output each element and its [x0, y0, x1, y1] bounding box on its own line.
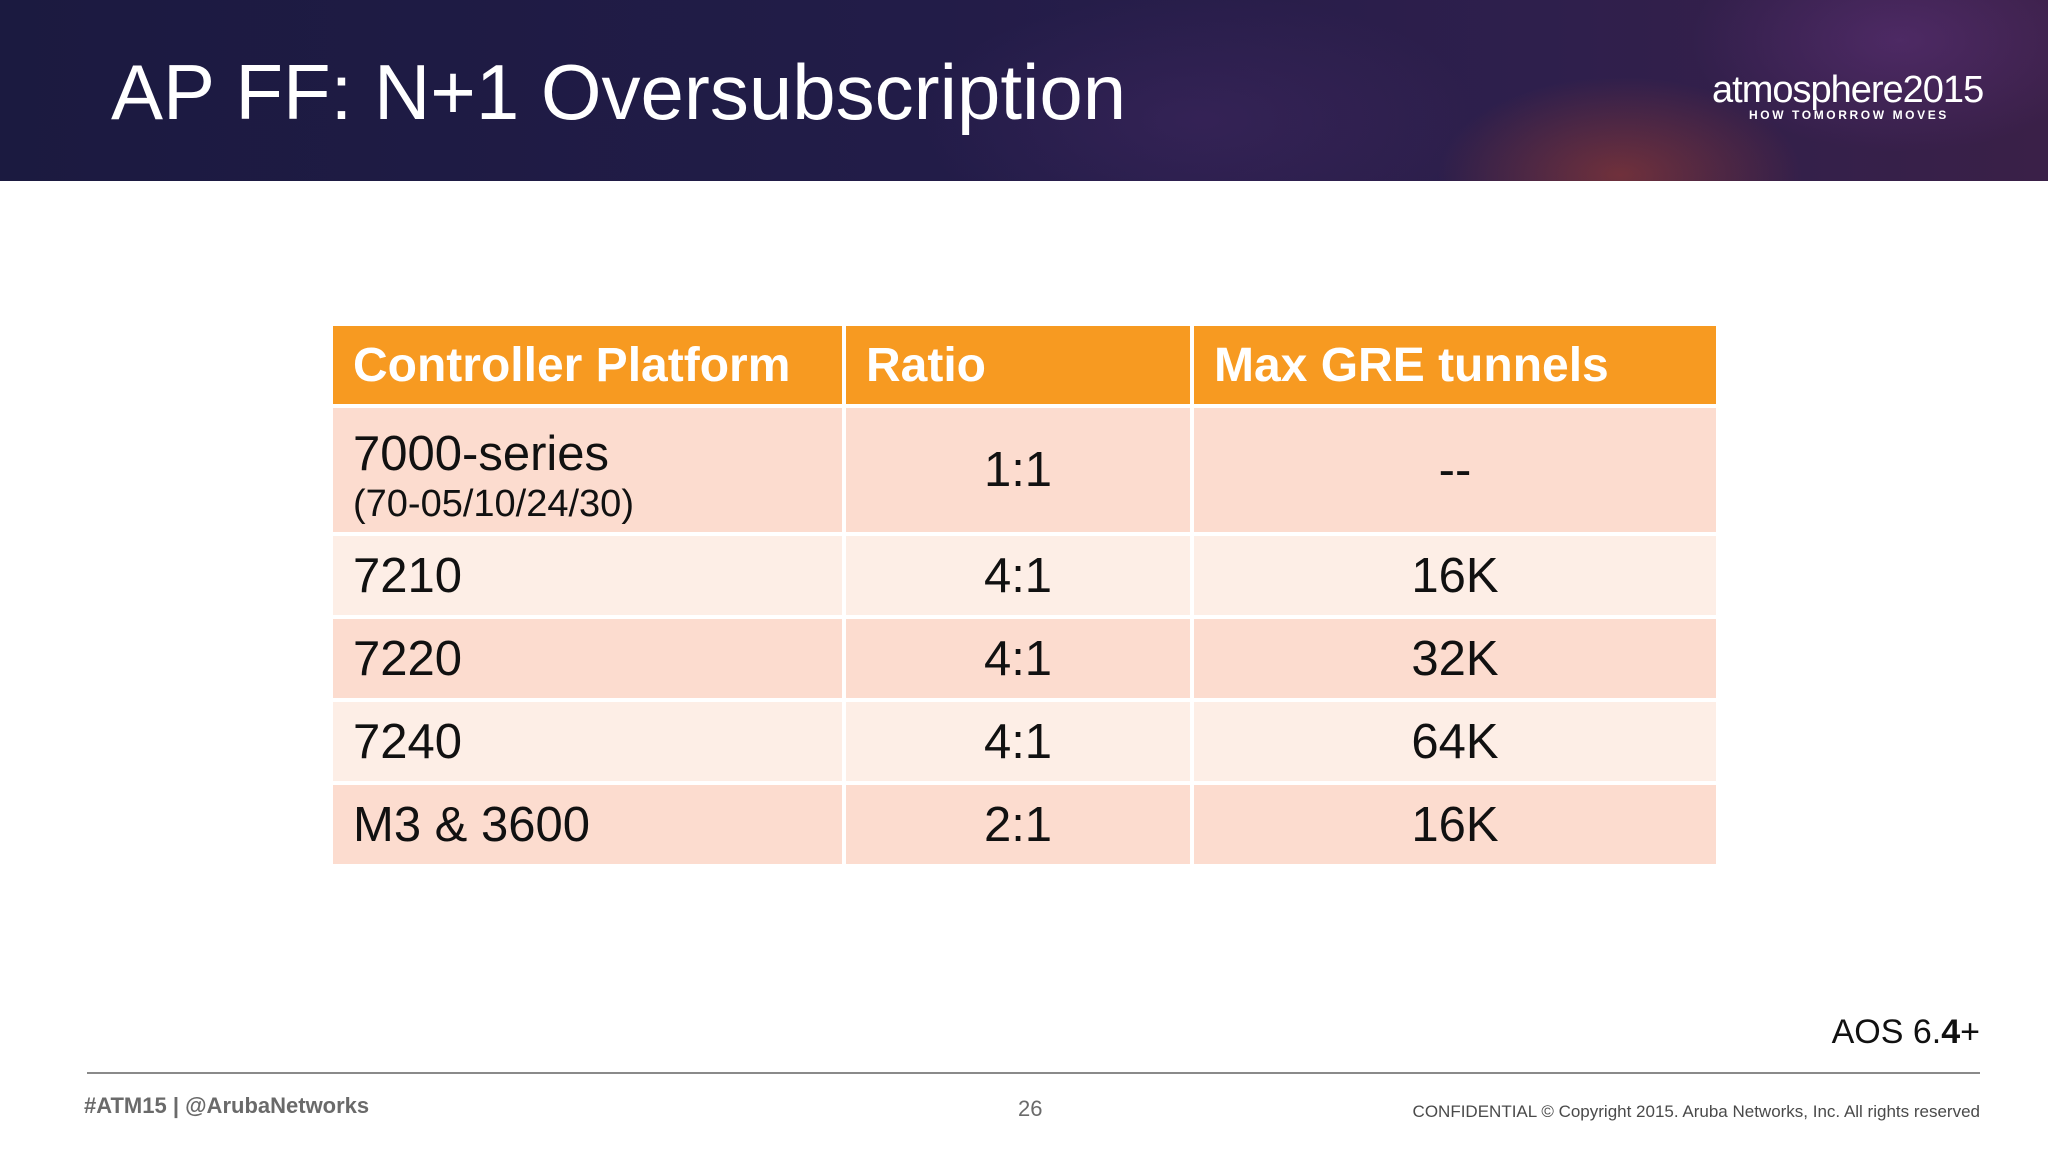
ratio-cell: 4:1	[846, 536, 1190, 615]
column-header-ratio: Ratio	[846, 326, 1190, 404]
table-row: M3 & 3600 2:1 16K	[333, 785, 1716, 864]
ratio-cell: 4:1	[846, 619, 1190, 698]
footer-hashtag: #ATM15 | @ArubaNetworks	[84, 1093, 370, 1118]
platform-cell: 7240	[333, 702, 842, 781]
slide-title: AP FF: N+1 Oversubscription	[111, 48, 1127, 136]
slide-header: AP FF: N+1 Oversubscription atmosphere20…	[0, 0, 2048, 181]
max-gre-cell: 16K	[1194, 785, 1716, 864]
platform-cell: 7210	[333, 536, 842, 615]
ratio-cell: 2:1	[846, 785, 1190, 864]
table-row: 7240 4:1 64K	[333, 702, 1716, 781]
ratio-cell: 4:1	[846, 702, 1190, 781]
platform-cell: 7220	[333, 619, 842, 698]
max-gre-cell: --	[1194, 408, 1716, 532]
page-number: 26	[1018, 1096, 1043, 1121]
platform-name: 7000-series	[353, 427, 610, 481]
confidential-notice: CONFIDENTIAL © Copyright 2015. Aruba Net…	[1412, 1102, 1980, 1121]
aos-prefix: AOS 6.	[1831, 1013, 1942, 1051]
logo-wordmark: atmosphere2015	[1712, 69, 1984, 111]
platform-cell: 7000-series (70-05/10/24/30)	[333, 408, 842, 532]
max-gre-cell: 32K	[1194, 619, 1716, 698]
table-row: 7220 4:1 32K	[333, 619, 1716, 698]
ratio-cell: 1:1	[846, 408, 1190, 532]
max-gre-cell: 16K	[1194, 536, 1716, 615]
platform-cell: M3 & 3600	[333, 785, 842, 864]
aos-minor-version: 4	[1941, 1013, 1961, 1051]
oversubscription-table: Controller Platform Ratio Max GRE tunnel…	[333, 326, 1716, 868]
footer-divider	[87, 1072, 1980, 1074]
aos-suffix: +	[1960, 1013, 1980, 1051]
atmosphere-logo: atmosphere2015 HOW TOMORROW MOVES	[1712, 69, 1984, 122]
column-header-platform: Controller Platform	[333, 326, 842, 404]
table-row: 7210 4:1 16K	[333, 536, 1716, 615]
table-header-row: Controller Platform Ratio Max GRE tunnel…	[333, 326, 1716, 404]
platform-models: (70-05/10/24/30)	[353, 483, 634, 525]
table-row: 7000-series (70-05/10/24/30) 1:1 --	[333, 408, 1716, 532]
max-gre-cell: 64K	[1194, 702, 1716, 781]
logo-tagline: HOW TOMORROW MOVES	[1749, 108, 1949, 122]
aos-version-note: AOS 6.4+	[1832, 1013, 1980, 1052]
column-header-max-gre: Max GRE tunnels	[1194, 326, 1716, 404]
